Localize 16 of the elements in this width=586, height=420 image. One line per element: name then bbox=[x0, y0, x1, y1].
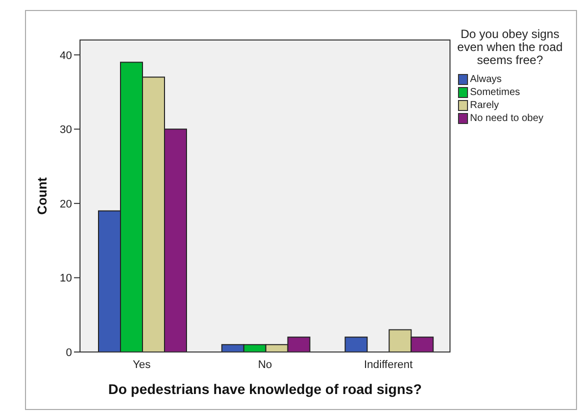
legend-label: No need to obey bbox=[470, 113, 544, 124]
y-tick-label: 20 bbox=[60, 198, 72, 210]
legend-label: Rarely bbox=[470, 100, 499, 111]
y-tick-label: 40 bbox=[60, 50, 72, 62]
x-tick-label: No bbox=[258, 358, 272, 371]
y-tick-label: 0 bbox=[66, 346, 72, 359]
y-tick-label: 30 bbox=[60, 124, 72, 136]
x-tick-label: Indifferent bbox=[364, 358, 413, 371]
legend-title: Do you obey signs even when the road seems free? bbox=[456, 27, 564, 67]
y-tick-label: 10 bbox=[60, 272, 72, 285]
bar bbox=[344, 336, 368, 352]
y-axis-title: Count bbox=[34, 176, 50, 215]
x-axis-title: Do pedestrians have knowledge of road signs? bbox=[108, 381, 422, 397]
x-tick-label: Yes bbox=[132, 358, 152, 371]
legend-label: Always bbox=[470, 74, 502, 85]
legend-label: Sometimes bbox=[470, 87, 520, 98]
